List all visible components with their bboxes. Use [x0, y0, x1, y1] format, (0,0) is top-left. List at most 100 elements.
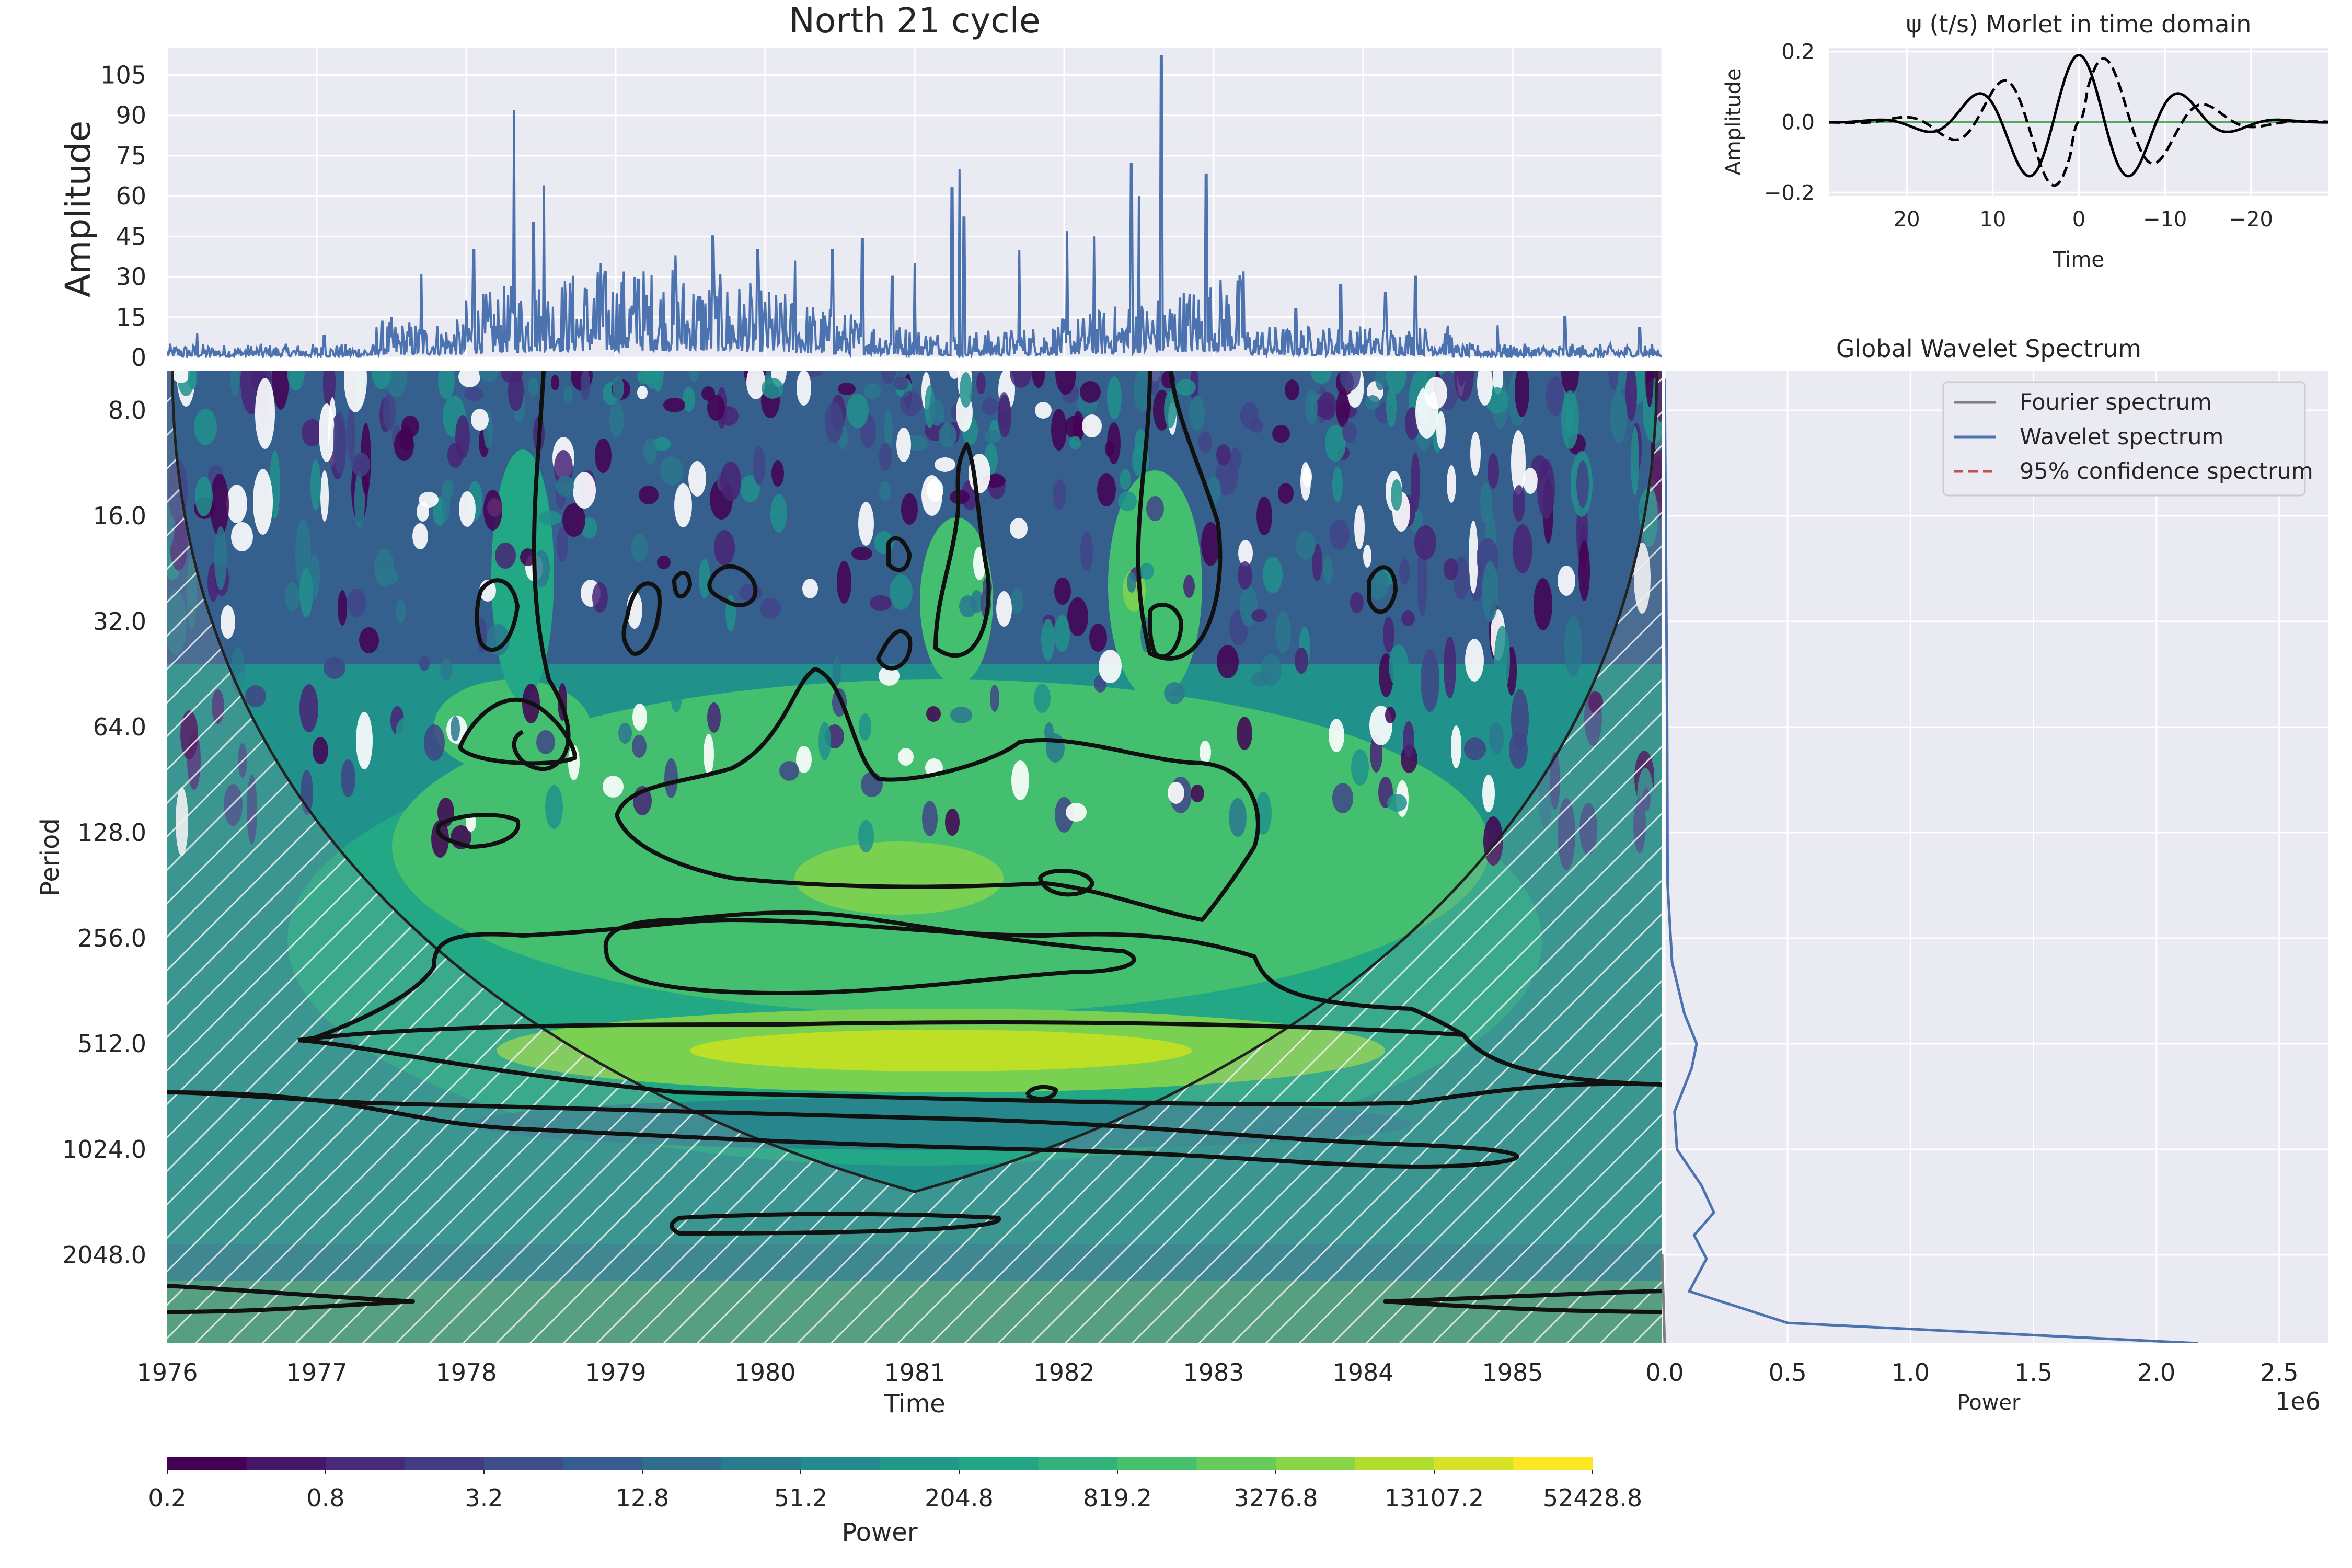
colorbar-tick-label: 819.2: [1083, 1484, 1152, 1512]
wavelet-speckle-dot: [720, 462, 741, 501]
wavelet-speckle-dot: [1198, 431, 1212, 453]
wavelet-power-panel: 8.0 16.0 32.0 64.0 128.0 256.0 512.0 1024.0 2048…: [36, 371, 1662, 1419]
wavelet-speckle-dot: [870, 595, 892, 611]
wavelet-speckle-dot: [1069, 436, 1081, 449]
wavelet-speckle-dot: [399, 425, 413, 451]
wavelet-speckle-dot: [1387, 794, 1407, 812]
wavelet-speckle-dot: [1457, 371, 1466, 386]
wavelet-speckle-dot: [1080, 532, 1093, 571]
cone-of-influence-shade: [167, 371, 1662, 1343]
wavelet-speckle-dot: [1403, 721, 1414, 758]
significance-contour: [475, 578, 520, 652]
wavelet-speckle-dot: [1272, 425, 1290, 443]
wavelet-speckle-dot: [230, 371, 239, 397]
wavelet-speckle-dot: [245, 685, 266, 707]
colorbar-tick-label: 51.2: [774, 1484, 827, 1512]
wavelet-speckle-dot: [959, 595, 977, 617]
significance-contour: [615, 667, 1260, 922]
wavelet-speckle-dot: [1183, 575, 1195, 598]
wavelet-speckle-dot: [906, 435, 928, 451]
wavelet-speckle-dot: [1089, 624, 1107, 652]
wavelet-speckle-dot: [990, 685, 999, 712]
wavelet-speckle-dot: [898, 748, 914, 766]
wavelet-speckle-dot: [221, 605, 235, 639]
timeseries-y-tick-label: 105: [100, 61, 146, 89]
wavelet-speckle-dot: [639, 486, 659, 504]
wavelet-speckle-dot: [1067, 597, 1088, 636]
wavelet-speckle-dot: [796, 746, 812, 773]
wavelet-speckle-dot: [900, 391, 922, 416]
wavelet-speckle-dot: [333, 411, 347, 474]
wavelet-x-tick-label: 1978: [435, 1358, 497, 1387]
wavelet-x-ticks: 1976 1977 1978 1979 1980 1981 1982 1983 1984 1985: [136, 1358, 1543, 1387]
significance-contour: [436, 813, 521, 849]
wavelet-speckle-dot: [573, 472, 596, 509]
wavelet-speckle-dot: [660, 456, 683, 486]
wavelet-x-tick-label: 1981: [884, 1358, 945, 1387]
morlet-title: ψ (t/s) Morlet in time domain: [1906, 10, 2252, 38]
wavelet-speckle-dot: [1278, 483, 1294, 504]
wavelet-speckle-dot: [194, 409, 217, 445]
wavelet-speckle-dot: [1107, 376, 1122, 419]
colorbar-segment: [405, 1457, 485, 1470]
morlet-imaginary-curve: [1829, 57, 2328, 187]
wavelet-speckle-dot: [1035, 402, 1052, 419]
wavelet-speckle-dot: [272, 371, 290, 410]
wavelet-speckle-dot: [396, 717, 417, 747]
fourier-spectrum-line: [1661, 1254, 1666, 1344]
wavelet-speckle-dot: [1217, 645, 1239, 678]
wavelet-speckle-dot: [383, 393, 396, 431]
wavelet-speckle-dot: [557, 527, 568, 562]
timeseries-y-tick-label: 90: [116, 101, 146, 130]
wavelet-speckle-dot: [1332, 783, 1353, 813]
wavelet-speckle-dot: [287, 371, 305, 390]
wavelet-speckle-dot: [618, 723, 632, 744]
wavelet-speckle-dot: [837, 561, 851, 604]
wavelet-speckle-dot: [1032, 371, 1045, 388]
significance-contour: [621, 581, 662, 656]
wavelet-y-tick-label: 16.0: [93, 502, 146, 530]
wavelet-speckle-dot: [884, 409, 893, 450]
colorbar-tick-label: 13107.2: [1385, 1484, 1484, 1512]
wavelet-speckle-dot: [643, 438, 657, 464]
wavelet-speckle-dot: [1494, 626, 1510, 693]
morlet-y-tick-label: 0.2: [1781, 40, 1815, 64]
morlet-curves: [1829, 53, 2328, 187]
wavelet-speckle-dot: [451, 716, 460, 741]
colorbar-segment: [484, 1457, 564, 1470]
wavelet-speckle-dot: [1342, 422, 1357, 443]
wavelet-speckle-dot: [674, 483, 692, 527]
wavelet-speckle-dot: [1447, 465, 1456, 503]
wavelet-speckle-dot: [1354, 505, 1365, 549]
timeseries-y-tick-label: 15: [116, 303, 146, 331]
wavelet-speckle-dot: [1066, 803, 1087, 822]
colorbar-segment: [880, 1457, 960, 1470]
wavelet-speckle-dot: [341, 759, 355, 797]
wavelet-spectrum-line: [1665, 378, 2198, 1343]
timeseries-panel: 0 15 30 45 60 75 90 105 North 21 cycle Amplitud…: [58, 1, 1663, 372]
wavelet-speckle-dot: [1318, 392, 1336, 420]
wavelet-speckle-dot: [707, 702, 721, 733]
wavelet-x-tick-label: 1976: [136, 1358, 198, 1387]
wavelet-speckle-dot: [1365, 395, 1380, 410]
colorbar-tick-label: 3276.8: [1234, 1484, 1318, 1512]
wavelet-speckle-dot: [609, 402, 624, 437]
wavelet-speckle-dot: [313, 737, 328, 764]
global-spectrum-x-tick-label: 0.5: [1769, 1358, 1807, 1387]
wavelet-speckle-dot: [1424, 377, 1447, 409]
wavelet-speckle-dot: [1489, 722, 1504, 754]
wavelet-speckle-dot: [926, 706, 941, 722]
wavelet-speckle-dot: [1256, 497, 1272, 535]
wavelet-speckle-dot: [657, 556, 671, 569]
significance-contour: [1148, 603, 1183, 659]
colorbar-segment: [721, 1457, 801, 1470]
global-spectrum-gridlines: [1664, 371, 2328, 1343]
wavelet-speckle-dot: [1482, 561, 1498, 622]
morlet-x-tick-label: −10: [2143, 207, 2187, 232]
wavelet-speckle-dot: [338, 590, 347, 626]
wavelet-speckle-dot: [487, 624, 510, 655]
wavelet-speckle-dot: [1469, 521, 1478, 594]
wavelet-speckle-dot: [631, 534, 648, 562]
wavelet-speckle-dot: [431, 820, 449, 858]
